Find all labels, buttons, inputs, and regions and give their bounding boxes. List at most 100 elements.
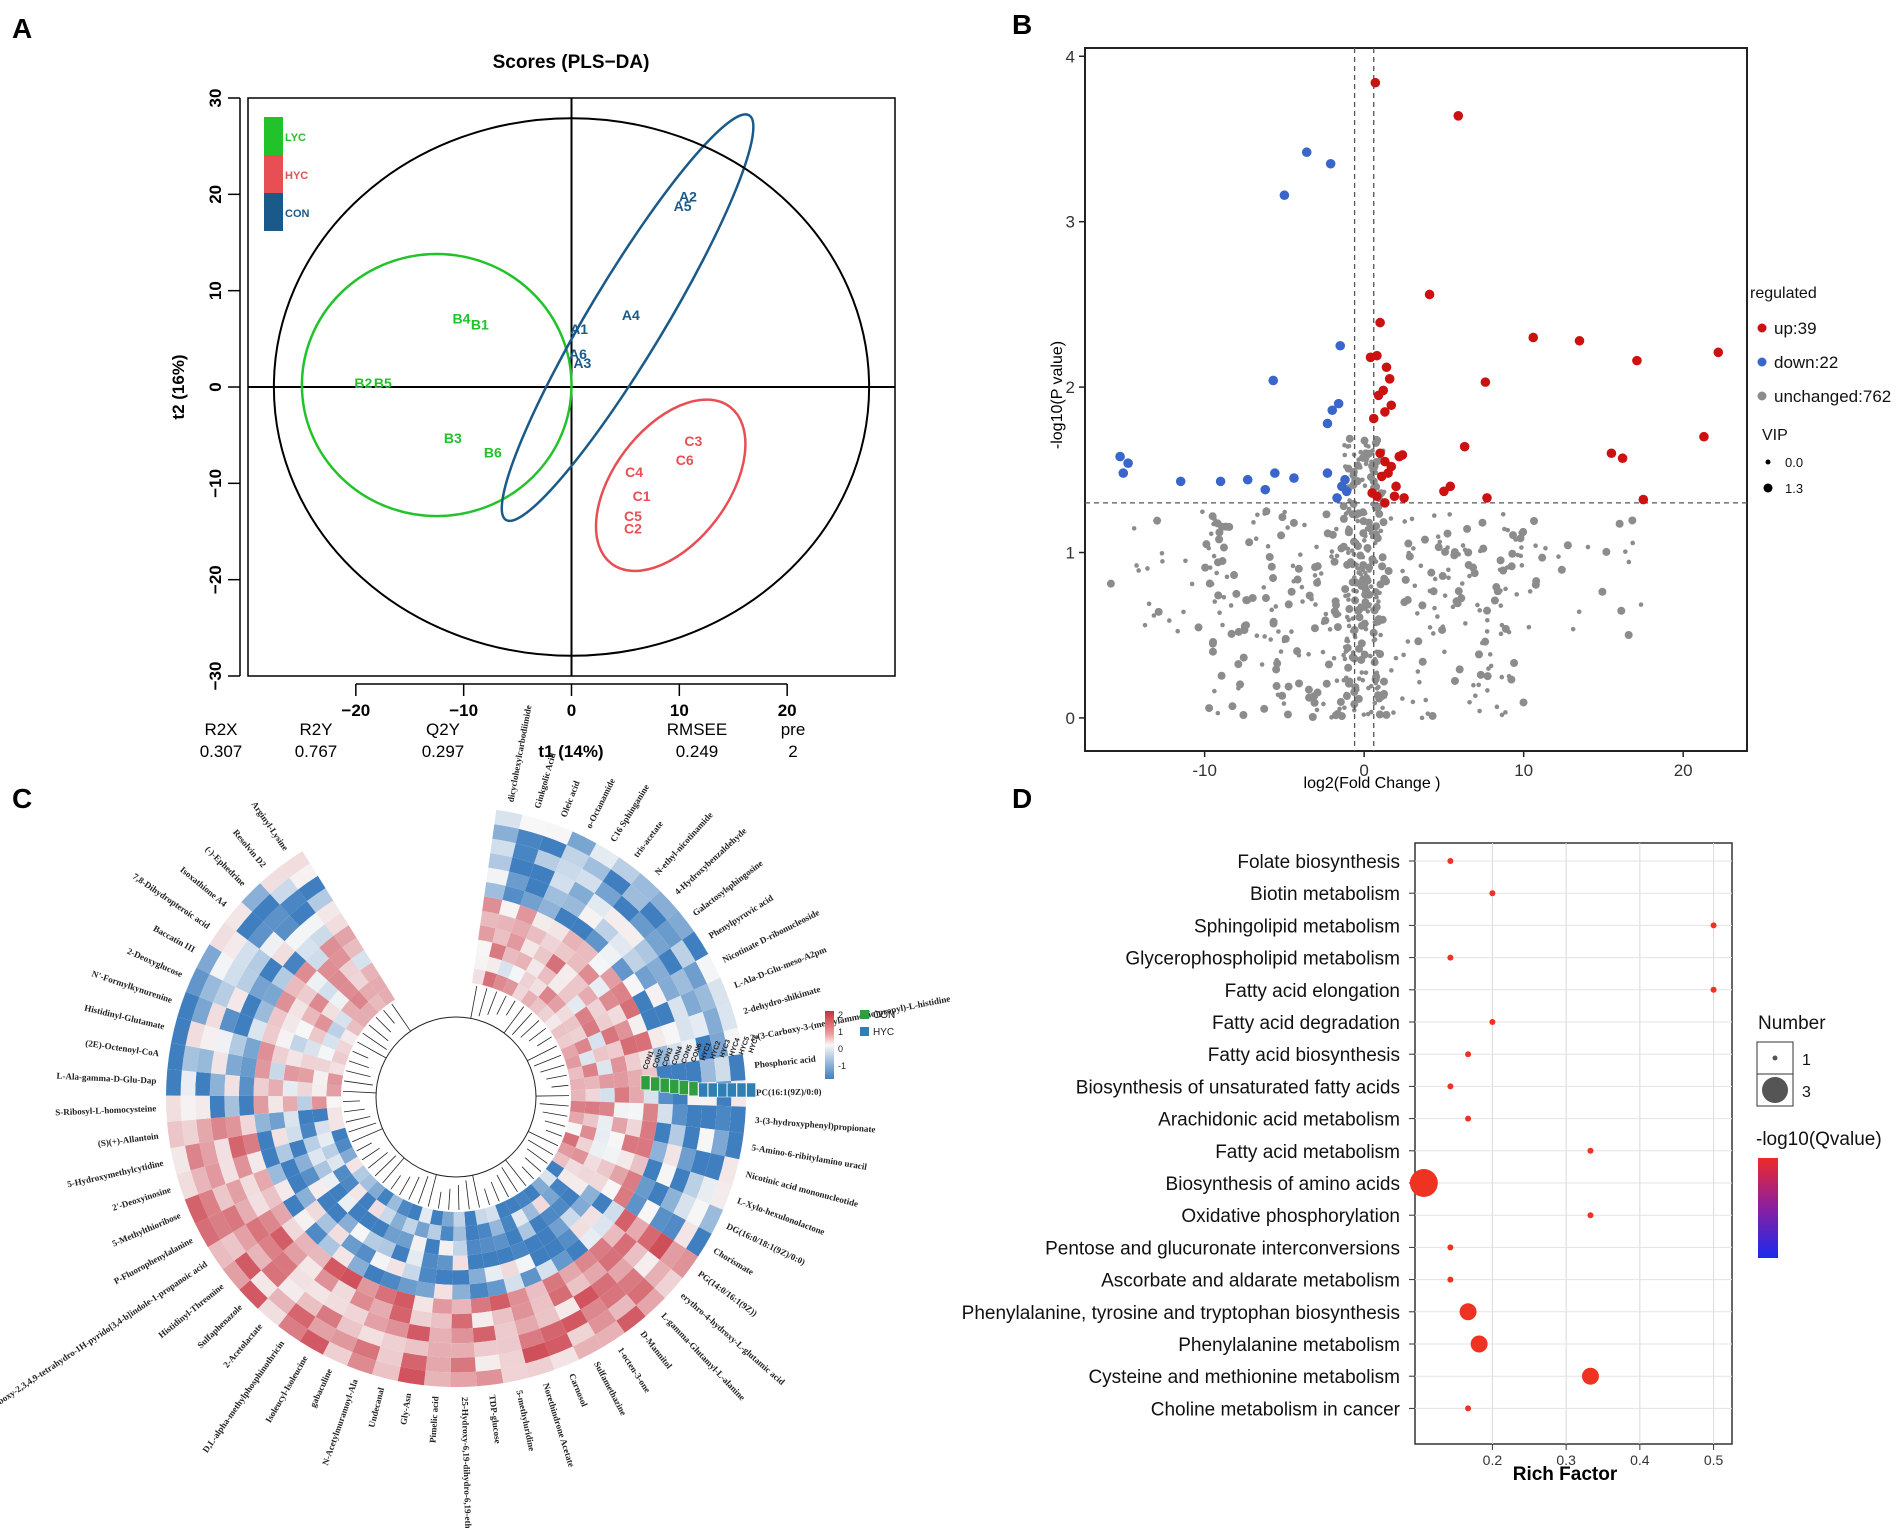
panel-c-heatmap-cell: [710, 1129, 730, 1157]
panel-b-unchanged-point: [1356, 676, 1362, 681]
panel-c-heatmap-cell: [585, 1088, 601, 1102]
panel-d-point: [1489, 890, 1496, 897]
panel-c-heatmap-cell: [529, 996, 548, 1016]
panel-b-unchanged-point: [1432, 576, 1438, 582]
panel-c-heatmap-cell: [199, 1024, 220, 1051]
panel-b-unchanged-point: [1314, 707, 1320, 713]
panel-c-dendro-arc: [375, 1016, 537, 1178]
panel-b-unchanged-point: [1213, 519, 1222, 528]
panel-c-heatmap-cell: [660, 1187, 683, 1214]
panel-c-heatmap-cell: [233, 1012, 254, 1038]
panel-c-heatmap-cell: [514, 1314, 540, 1336]
panel-b-unchanged-point: [1414, 637, 1423, 646]
panel-c-heatmap-cell: [685, 1104, 703, 1128]
panel-b-unchanged-point: [1418, 657, 1427, 666]
panel-c-heatmap-cell: [253, 1000, 275, 1024]
panel-c-heatmap-cell: [640, 1007, 662, 1031]
panel-a-point-b3: B3: [444, 430, 462, 446]
panel-c-heatmap-cell: [441, 1211, 454, 1227]
panel-c-heatmap-cell: [653, 1001, 675, 1027]
panel-c-heatmap-cell: [180, 1070, 197, 1096]
panel-b-unchanged-point: [1503, 710, 1508, 715]
panel-c-heatmap-cell: [300, 1166, 321, 1187]
panel-b-unchanged-point: [1355, 565, 1360, 571]
panel-b-unchanged-point: [1339, 502, 1348, 511]
panel-c-heatmap-cell: [658, 948, 683, 976]
panel-c-heatmap-cell: [287, 998, 309, 1020]
panel-c-heatmap-cell: [616, 1305, 646, 1333]
panel-c-heatmap-cell: [285, 1125, 303, 1144]
panel-b-unchanged-point: [1300, 599, 1305, 604]
panel-b-unchanged-point: [1352, 575, 1357, 580]
panel-c-heatmap-cell: [558, 1261, 583, 1285]
panel-c-heatmap-cell: [349, 1289, 375, 1312]
panel-b-unchanged-point: [1576, 609, 1582, 615]
panel-c-heatmap-cell: [560, 1043, 579, 1060]
panel-d-point: [1489, 1019, 1496, 1025]
panel-c-heatmap-cell: [248, 975, 272, 1001]
panel-c-heatmap-cell: [222, 1260, 251, 1290]
panel-c-heatmap-cell: [580, 1297, 608, 1323]
panel-c-heatmap-cell: [232, 1224, 258, 1252]
panel-c-heatmap-cell: [627, 1013, 648, 1036]
panel-c-heatmap-cell: [574, 1006, 595, 1026]
panel-c-heatmap-cell: [709, 1180, 733, 1210]
panel-b-unchanged-point: [1212, 599, 1218, 604]
panel-c-dendro-branch: [527, 1139, 554, 1156]
panel-c-dendro-branch: [375, 1016, 392, 1033]
panel-b-unchanged-point: [1305, 591, 1314, 600]
panel-b-up-point: [1397, 450, 1408, 460]
panel-c-heatmap-cell: [302, 1135, 322, 1154]
panel-c-heatmap-cell: [479, 1236, 497, 1254]
panel-c-heatmap-cell: [587, 1031, 607, 1050]
panel-c-heatmap-cell: [209, 951, 235, 981]
panel-b-unchanged-point: [1410, 699, 1416, 705]
panel-c-heatmap-cell: [326, 1153, 346, 1172]
panel-b-unchanged-point: [1527, 589, 1533, 594]
panel-c-heatmap-cell: [603, 906, 630, 933]
panel-c-heatmap-cell: [642, 1103, 659, 1123]
panel-c-metabolite-label: (2E)-Octenoyl-CoA: [85, 1038, 161, 1059]
panel-c-heatmap-cell: [600, 1178, 622, 1201]
panel-b-unchanged-point: [1513, 537, 1518, 542]
panel-c-heatmap-cell: [312, 1070, 329, 1085]
panel-c-heatmap-cell: [269, 877, 299, 905]
panel-c-heatmap-cell: [633, 1250, 660, 1278]
panel-c-heatmap-cell: [696, 1127, 715, 1154]
panel-c-heatmap-cell: [577, 985, 599, 1007]
panel-c-dendro-branch: [348, 1122, 377, 1133]
panel-c-heatmap-cell: [698, 1204, 724, 1234]
panel-c-heatmap-cell: [300, 1053, 318, 1071]
panel-b-unchanged-point: [1365, 711, 1371, 717]
panel-b-unchanged-point: [1431, 513, 1437, 518]
panel-b-unchanged-point: [1360, 436, 1369, 445]
panel-c-dendro-branch: [528, 1028, 547, 1042]
panel-c-heatmap-cell: [342, 937, 365, 960]
panel-d-pathway-label: Fatty acid metabolism: [1215, 1142, 1400, 1163]
panel-c-heatmap-cell: [315, 900, 341, 925]
panel-c-heatmap-cell: [520, 891, 544, 912]
panel-c-heatmap-cell: [390, 1244, 410, 1263]
panel-c-heatmap-cell: [289, 900, 316, 927]
panel-c-heatmap-cell: [184, 1143, 205, 1171]
panel-c-heatmap-cell: [180, 1095, 197, 1121]
panel-c-heatmap-cell: [622, 1241, 649, 1268]
panel-b-y-tick-label: 2: [1066, 378, 1075, 397]
panel-c-heatmap-cell: [295, 936, 320, 961]
panel-c-heatmap-cell: [486, 1278, 508, 1297]
panel-c-heatmap-cell: [334, 1137, 353, 1154]
panel-d-pathway-label: Cysteine and methionine metabolism: [1088, 1367, 1400, 1388]
panel-c-heatmap-cell: [580, 1205, 603, 1228]
panel-c-heatmap-cell: [606, 1040, 625, 1060]
panel-c-heatmap-cell: [199, 1140, 219, 1167]
panel-c-heatmap-cell: [506, 932, 526, 952]
panel-b-unchanged-point: [1492, 583, 1501, 592]
panel-b-up-point: [1632, 355, 1642, 366]
panel-c-group-bar: [640, 1075, 756, 1098]
panel-c-heatmap-cell: [254, 1059, 272, 1079]
panel-d-pathway-labels: Folate biosynthesis Biotin metabolism Sphi…: [962, 852, 1415, 1420]
panel-a-y-tick-label: 0: [206, 382, 225, 391]
panel-c-heatmap-cell: [185, 1020, 206, 1049]
panel-c-heatmap-cell: [451, 1298, 472, 1315]
panel-c-heatmap-cell: [250, 1270, 278, 1299]
